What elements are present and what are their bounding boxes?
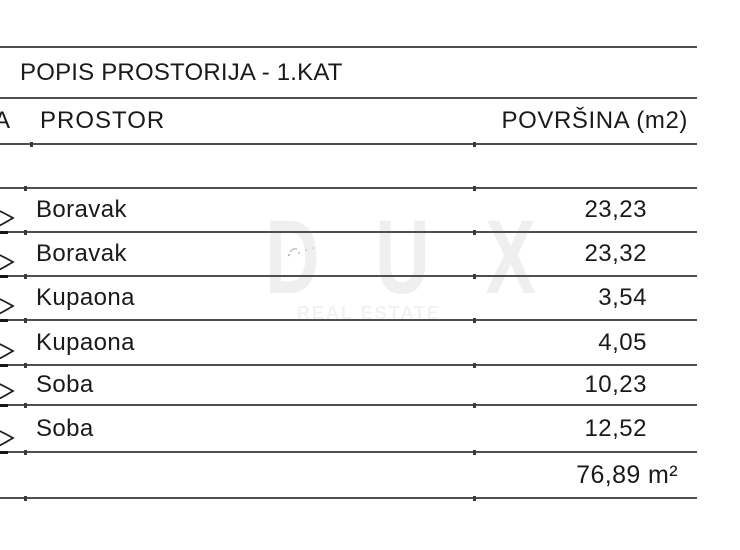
line-left-dark-segment <box>0 274 8 278</box>
room-area-value: 3,54 <box>598 284 647 311</box>
table-row: Soba 12,52 <box>0 406 740 451</box>
room-name: Boravak <box>36 240 127 267</box>
arrow-tip-icon <box>0 298 15 315</box>
column-junction-tick <box>30 142 33 147</box>
arrow-tip-icon <box>0 254 15 271</box>
line-left-dark-segment <box>0 363 8 367</box>
horizontal-rule <box>0 143 697 145</box>
column-header-room: PROSTOR <box>40 107 166 134</box>
table-row: Boravak 23,23 <box>0 189 740 231</box>
watermark-brand: D U X <box>265 199 554 316</box>
room-name: Soba <box>36 371 94 398</box>
line-left-dark-segment <box>0 403 8 407</box>
table-header-row: A PROSTOR POVRŠINA (m2) <box>0 99 740 143</box>
horizontal-rule <box>0 364 697 366</box>
room-name: Boravak <box>36 196 127 223</box>
horizontal-rule <box>0 97 697 99</box>
column-junction-tick <box>24 403 27 408</box>
column-junction-tick <box>473 363 476 368</box>
column-junction-tick <box>24 318 27 323</box>
horizontal-rule <box>0 46 697 48</box>
horizontal-rule <box>0 497 697 499</box>
arrow-tip-icon <box>0 383 15 400</box>
room-area-value: 4,05 <box>598 329 647 356</box>
column-junction-tick <box>473 186 476 191</box>
horizontal-rule <box>0 187 697 189</box>
room-area-value: 23,23 <box>584 196 647 223</box>
table-row: Kupaona 3,54 <box>0 277 740 319</box>
horizontal-rule <box>0 451 697 453</box>
column-junction-tick <box>24 450 27 455</box>
room-name: Kupaona <box>36 329 135 356</box>
table-row: Kupaona 4,05 <box>0 321 740 364</box>
table-row: Soba 10,23 <box>0 366 740 404</box>
arrow-tip-icon <box>0 430 15 447</box>
column-junction-tick <box>24 274 27 279</box>
room-area-value: 10,23 <box>584 371 647 398</box>
watermark-tagline: REAL ESTATE <box>297 303 442 323</box>
column-junction-tick <box>473 142 476 147</box>
column-junction-tick <box>473 274 476 279</box>
total-area-value: 76,89 m² <box>576 461 678 489</box>
partial-left-column-header: A <box>0 107 11 134</box>
table-total-row: 76,89 m² <box>0 453 740 497</box>
line-left-dark-segment <box>0 450 8 454</box>
table-row: Boravak 23,32 <box>0 233 740 275</box>
horizontal-rule <box>0 404 697 406</box>
room-area-value: 12,52 <box>584 415 647 442</box>
horizontal-rule <box>0 319 697 321</box>
horizontal-rule <box>0 231 697 233</box>
arrow-tip-icon <box>0 343 15 360</box>
column-junction-tick <box>473 403 476 408</box>
scan-smudge-mark <box>287 247 314 257</box>
room-name: Soba <box>36 415 94 442</box>
column-junction-tick <box>24 230 27 235</box>
document-title: POPIS PROSTORIJA - 1.KAT <box>20 59 343 86</box>
column-junction-tick <box>24 186 27 191</box>
arrow-tip-icon <box>0 210 15 227</box>
room-name: Kupaona <box>36 284 135 311</box>
column-junction-tick <box>473 318 476 323</box>
column-junction-tick <box>473 450 476 455</box>
horizontal-rule <box>0 275 697 277</box>
column-header-area: POVRŠINA (m2) <box>501 107 688 134</box>
room-area-value: 23,32 <box>584 240 647 267</box>
column-junction-tick <box>24 496 27 501</box>
column-junction-tick <box>24 363 27 368</box>
column-junction-tick <box>473 230 476 235</box>
column-junction-tick <box>473 496 476 501</box>
line-left-dark-segment <box>0 318 8 322</box>
line-left-dark-segment <box>0 230 8 234</box>
